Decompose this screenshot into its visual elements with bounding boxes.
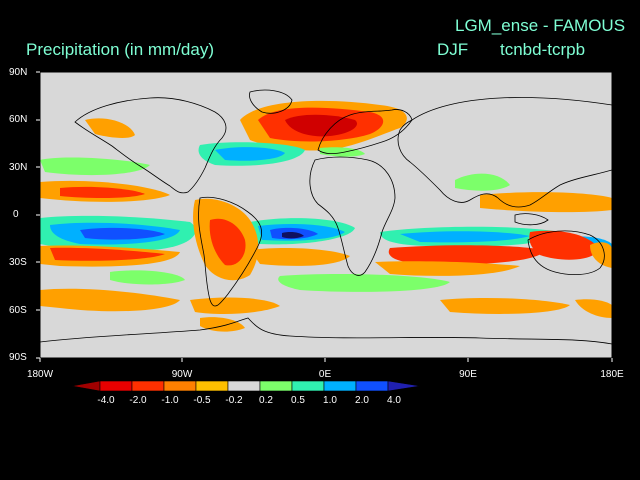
colorbar-label-pos05: 0.5 (291, 395, 305, 406)
y-tick-0: 0 (13, 209, 19, 220)
y-tick-60n: 60N (9, 114, 28, 125)
greenland-coast (249, 89, 293, 114)
y-tick-60s: 60S (9, 305, 27, 316)
colorbar-label-pos1: 1.0 (323, 395, 337, 406)
tropical-north-red (60, 186, 145, 199)
colorbar-label-neg4: -4.0 (97, 395, 115, 406)
y-tick-30n: 30N (9, 162, 28, 173)
south-indian-orange (375, 261, 520, 276)
asia-coast (397, 97, 612, 208)
x-tick-90w: 90W (171, 369, 193, 380)
australia-coast (527, 230, 605, 276)
colorbar-swatch-neutral (227, 380, 261, 392)
mediterranean-green (320, 147, 365, 157)
y-tick-30s: 30S (9, 257, 27, 268)
colorbar-swatch-neg2 (131, 380, 165, 392)
antarctica-coast (40, 317, 612, 345)
ne-pacific-orange (85, 118, 135, 138)
equatorial-darkblue-west (80, 227, 165, 240)
variable-title: Precipitation (in mm/day) (26, 40, 215, 59)
colorbar-swatch-pos05 (291, 380, 325, 392)
indian-ocean-blue (400, 231, 530, 243)
south-america-red (209, 218, 246, 266)
southern-ocean-orange-south (190, 297, 280, 314)
colorbar-swatch-neg05 (195, 380, 229, 392)
colorbar-swatch-pos2 (355, 380, 389, 392)
colorbar-label-pos02: 0.2 (259, 395, 273, 406)
axis-ticks (36, 71, 613, 362)
colorbar-label-neg05: -0.5 (193, 395, 211, 406)
southern-ocean-green-west (110, 270, 185, 285)
southern-ocean-orange-east (440, 297, 570, 314)
north-atlantic-blue (215, 147, 285, 161)
y-tick-90s: 90S (9, 352, 27, 363)
experiment-title: LGM_ense - FAMOUS (455, 16, 626, 35)
colorbar-label-pos4: 4.0 (387, 395, 401, 406)
south-indian-red (388, 245, 545, 265)
x-tick-90e: 90E (459, 369, 477, 380)
colorbar-swatch-neg1 (163, 380, 197, 392)
indonesia-coast (514, 213, 549, 226)
equatorial-navy-atlantic (282, 232, 304, 239)
colorbar-label-pos2: 2.0 (355, 395, 369, 406)
x-tick-180w: 180W (26, 369, 54, 380)
pacific-green-north (40, 157, 150, 176)
colorbar-swatch-below-4 (71, 380, 101, 392)
west-pacific-orange (480, 192, 612, 213)
difference-label: tcnbd-tcrpb (500, 40, 586, 59)
south-pacific-red (50, 247, 165, 261)
southern-ocean-orange-west (40, 288, 180, 312)
colorbar-label-neg1: -1.0 (161, 395, 179, 406)
africa-coast (309, 156, 396, 276)
australia-orange-east (590, 242, 612, 268)
south-america-coast (198, 196, 263, 307)
colorbar-swatch-above-4 (387, 380, 421, 392)
colorbar-swatch-neg4 (99, 380, 133, 392)
precipitation-anomaly-field (40, 100, 612, 332)
x-tick-0e: 0E (318, 369, 332, 380)
coastlines (40, 89, 612, 345)
colorbar-label-neg02: -0.2 (225, 395, 243, 406)
colorbar (71, 380, 421, 392)
asia-green (455, 173, 510, 191)
colorbar-label-neg2: -2.0 (129, 395, 147, 406)
south-atlantic-orange (250, 248, 350, 266)
season-label: DJF (437, 40, 469, 59)
australia-red (529, 230, 600, 260)
colorbar-swatch-pos1 (323, 380, 357, 392)
north-america-coast (74, 97, 227, 194)
x-tick-180e: 180E (600, 369, 624, 380)
colorbar-swatch-pos02 (259, 380, 293, 392)
southern-ocean-orange-far (575, 299, 612, 318)
y-tick-90n: 90N (9, 67, 28, 78)
southern-ocean-green-central (278, 274, 450, 292)
